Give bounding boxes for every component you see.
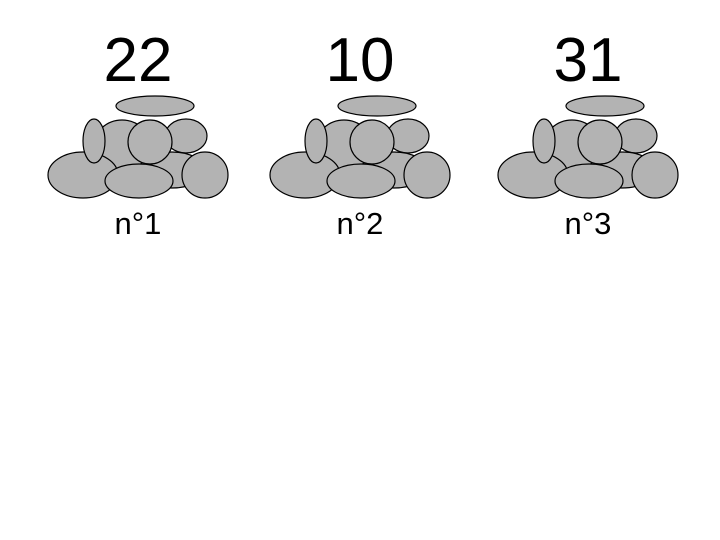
stone xyxy=(337,95,417,117)
stone xyxy=(631,151,679,199)
pile-label: n°2 xyxy=(336,206,384,241)
stone xyxy=(304,118,328,164)
pile-count: 22 xyxy=(103,26,173,95)
stone xyxy=(349,119,395,165)
stone-pile-3: 31 n°3 xyxy=(488,0,688,250)
stone xyxy=(554,163,624,199)
stone xyxy=(577,119,623,165)
stone xyxy=(181,151,229,199)
stone-pile-graphic xyxy=(269,95,451,199)
stone-pile-1: 22 n°1 xyxy=(38,0,238,250)
stone-pile-2: 10 n°2 xyxy=(260,0,460,250)
stone xyxy=(326,163,396,199)
pile-label: n°1 xyxy=(114,206,162,241)
stone xyxy=(565,95,645,117)
stone-pile-graphic xyxy=(47,95,229,199)
stone xyxy=(115,95,195,117)
stone xyxy=(82,118,106,164)
stone xyxy=(104,163,174,199)
stone xyxy=(127,119,173,165)
pile-count: 10 xyxy=(325,26,395,95)
pile-count: 31 xyxy=(553,26,623,95)
stone xyxy=(403,151,451,199)
stone-pile-graphic xyxy=(497,95,679,199)
pile-label: n°3 xyxy=(564,206,612,241)
stone xyxy=(532,118,556,164)
